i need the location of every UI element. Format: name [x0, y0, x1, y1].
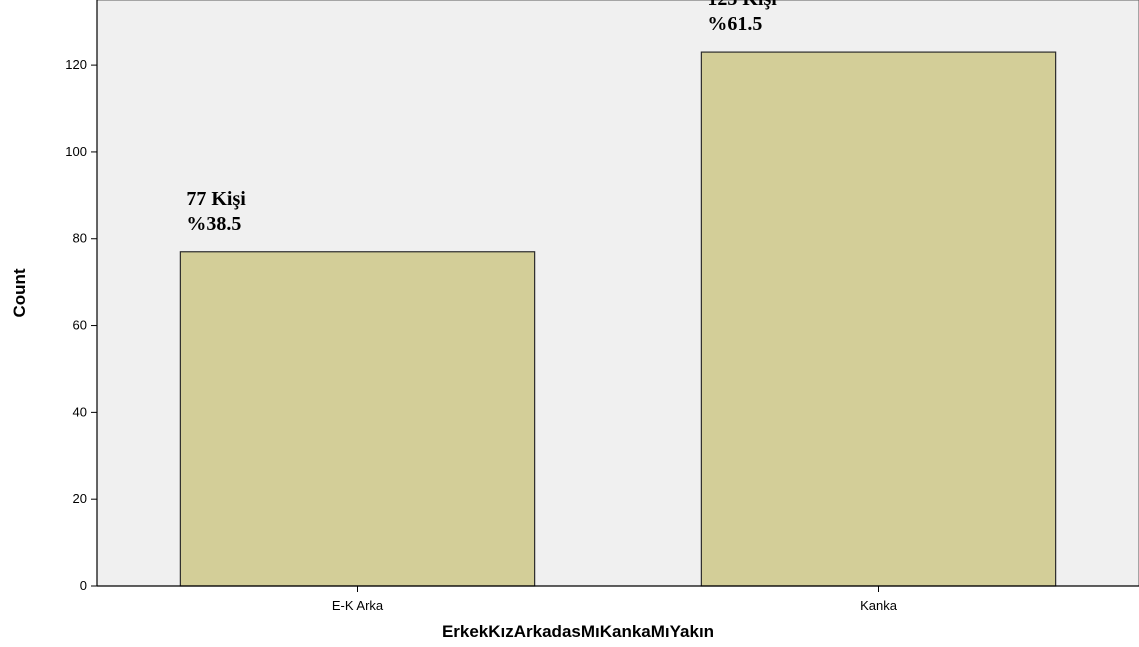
- y-tick-label: 0: [80, 578, 87, 593]
- bar-1: [179, 251, 536, 587]
- y-axis-title: Count: [10, 268, 29, 317]
- data-labels: 77 Kişi %38.5 123 Kişi %61.5: [186, 0, 777, 235]
- y-tick-label: 20: [73, 491, 87, 506]
- data-label-1-line-2: %38.5: [186, 213, 241, 235]
- y-tick-label: 80: [73, 231, 87, 246]
- bar-2: [700, 51, 1057, 587]
- y-tick-label: 60: [73, 318, 87, 333]
- data-label-1-line-1: 77 Kişi: [186, 188, 246, 210]
- x-axis-title: ErkekKızArkadasMıKankaMıYakın: [442, 622, 714, 641]
- y-tick-label: 120: [65, 57, 87, 72]
- y-axis-ticks: 0 20 40 60 80 100 120: [65, 57, 97, 593]
- data-label-2-line-2: %61.5: [707, 13, 762, 35]
- y-tick-label: 40: [73, 404, 87, 419]
- x-tick-label: E-K Arka: [332, 598, 384, 613]
- bars: [179, 51, 1057, 587]
- y-tick-label: 100: [65, 144, 87, 159]
- x-axis-ticks: E-K Arka Kanka: [332, 586, 898, 613]
- data-label-2-line-1: 123 Kişi: [707, 0, 777, 10]
- x-tick-label: Kanka: [860, 598, 898, 613]
